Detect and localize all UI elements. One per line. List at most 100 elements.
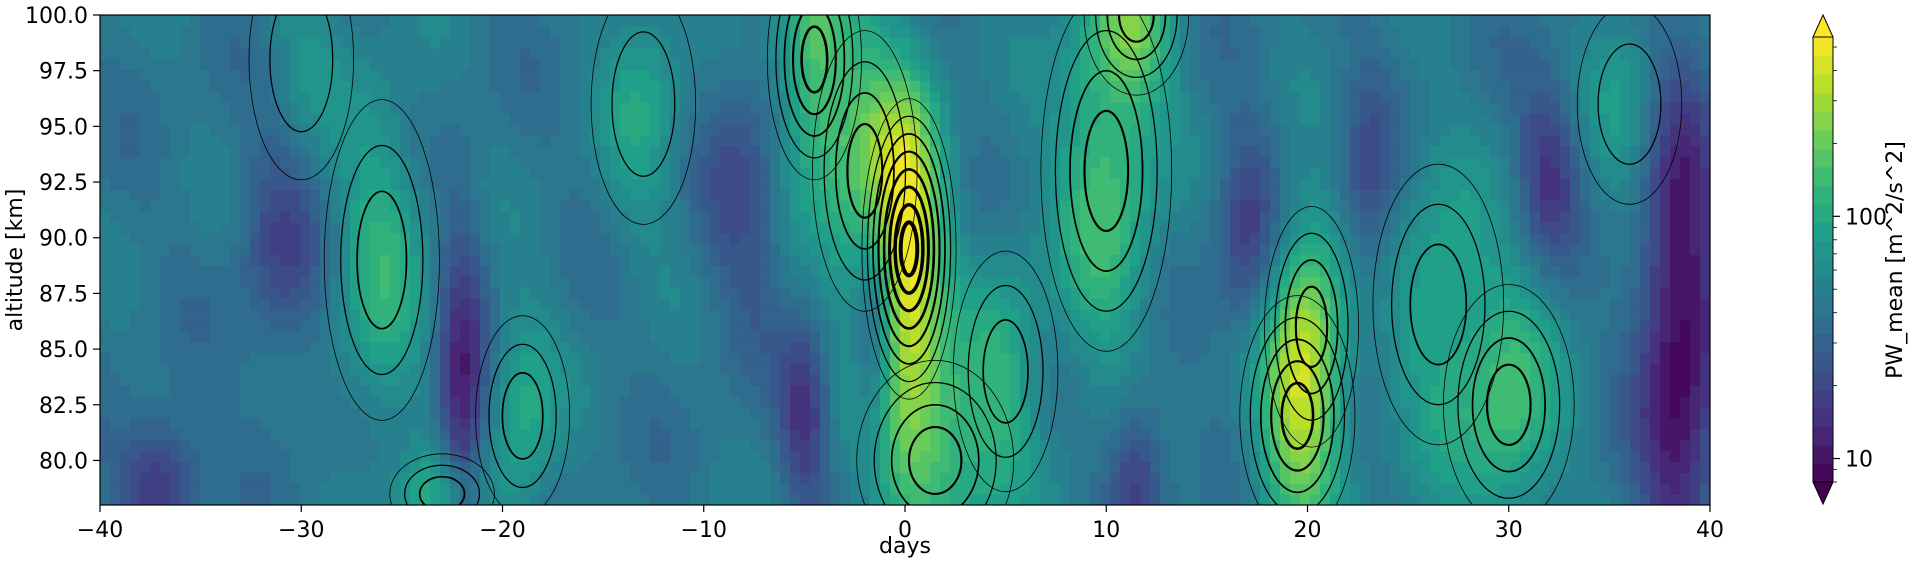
heatmap-cell	[990, 461, 1001, 473]
heatmap-cell	[730, 178, 741, 190]
heatmap-cell	[810, 113, 821, 125]
heatmap-cell	[900, 69, 911, 81]
heatmap-cell	[970, 200, 981, 212]
heatmap-cell	[190, 407, 201, 419]
heatmap-cell	[280, 254, 291, 267]
heatmap-cell	[620, 494, 631, 505]
heatmap-cell	[580, 156, 591, 169]
heatmap-cell	[340, 15, 351, 27]
heatmap-cell	[220, 396, 231, 408]
heatmap-cell	[1060, 145, 1071, 158]
heatmap-cell	[400, 417, 411, 430]
heatmap-cell	[430, 25, 441, 38]
heatmap-cell	[730, 211, 741, 223]
heatmap-cell	[890, 80, 901, 92]
heatmap-cell	[460, 25, 471, 38]
heatmap-cell	[690, 232, 701, 245]
heatmap-cell	[580, 178, 591, 190]
heatmap-cell	[1030, 494, 1041, 505]
heatmap-cell	[860, 276, 871, 288]
heatmap-cell	[890, 450, 901, 463]
heatmap-cell	[890, 439, 901, 452]
heatmap-cell	[280, 287, 291, 299]
heatmap-cell	[440, 36, 451, 49]
heatmap-cell	[600, 319, 611, 332]
heatmap-cell	[800, 287, 811, 299]
heatmap-cell	[780, 352, 791, 365]
heatmap-cell	[450, 494, 461, 505]
heatmap-cell	[1100, 483, 1111, 495]
heatmap-cell	[510, 211, 521, 223]
heatmap-cell	[1100, 374, 1111, 386]
heatmap-cell	[170, 113, 181, 125]
heatmap-cell	[460, 483, 471, 495]
heatmap-cell	[940, 145, 951, 158]
heatmap-cell	[300, 287, 311, 299]
heatmap-cell	[1120, 298, 1131, 310]
heatmap-cell	[510, 243, 521, 256]
heatmap-cell	[180, 254, 191, 267]
heatmap-cell	[820, 494, 831, 505]
heatmap-cell	[920, 80, 931, 92]
heatmap-cell	[320, 156, 331, 169]
heatmap-cell	[1140, 69, 1151, 81]
heatmap-cell	[1160, 319, 1171, 332]
heatmap-cell	[100, 232, 111, 245]
heatmap-cell	[160, 287, 171, 299]
heatmap-cell	[1170, 374, 1181, 386]
heatmap-cell	[170, 363, 181, 375]
heatmap-cell	[1200, 417, 1211, 430]
heatmap-cell	[1020, 58, 1031, 71]
heatmap-cell	[1080, 385, 1091, 397]
heatmap-cell	[660, 134, 671, 147]
heatmap-cell	[750, 417, 761, 430]
heatmap-cell	[400, 25, 411, 38]
heatmap-cell	[270, 483, 281, 495]
heatmap-cell	[1020, 189, 1031, 201]
heatmap-cell	[400, 265, 411, 277]
heatmap-cell	[1060, 58, 1071, 71]
heatmap-cell	[860, 483, 871, 495]
heatmap-cell	[1140, 189, 1151, 201]
heatmap-cell	[1030, 134, 1041, 147]
heatmap-cell	[710, 330, 721, 343]
heatmap-cell	[140, 134, 151, 147]
heatmap-cell	[1200, 211, 1211, 223]
heatmap-cell	[160, 69, 171, 81]
heatmap-cell	[980, 91, 991, 103]
heatmap-cell	[630, 319, 641, 332]
heatmap-cell	[440, 428, 451, 441]
heatmap-cell	[320, 58, 331, 71]
heatmap-cell	[460, 298, 471, 310]
heatmap-cell	[1150, 167, 1161, 179]
heatmap-cell	[360, 69, 371, 81]
heatmap-cell	[720, 330, 731, 343]
heatmap-cell	[460, 265, 471, 277]
heatmap-cell	[450, 134, 461, 147]
heatmap-cell	[520, 145, 531, 158]
heatmap-cell	[890, 58, 901, 71]
heatmap-cell	[660, 363, 671, 375]
heatmap-cell	[380, 123, 391, 136]
heatmap-cell	[1110, 352, 1121, 365]
heatmap-cell	[280, 298, 291, 310]
heatmap-cell	[400, 341, 411, 354]
heatmap-cell	[110, 385, 121, 397]
heatmap-cell	[920, 25, 931, 38]
heatmap-cell	[520, 439, 531, 452]
heatmap-cell	[970, 15, 981, 27]
heatmap-cell	[220, 91, 231, 103]
heatmap-cell	[340, 232, 351, 245]
heatmap-cell	[1150, 243, 1161, 256]
heatmap-cell	[100, 483, 111, 495]
heatmap-cell	[1070, 330, 1081, 343]
heatmap-cell	[300, 352, 311, 365]
heatmap-cell	[230, 309, 241, 321]
heatmap-cell	[670, 189, 681, 201]
heatmap-cell	[1190, 25, 1201, 38]
heatmap-cell	[120, 123, 131, 136]
heatmap-cell	[580, 330, 591, 343]
heatmap-cell	[300, 341, 311, 354]
heatmap-cell	[580, 123, 591, 136]
heatmap-cell	[990, 102, 1001, 114]
